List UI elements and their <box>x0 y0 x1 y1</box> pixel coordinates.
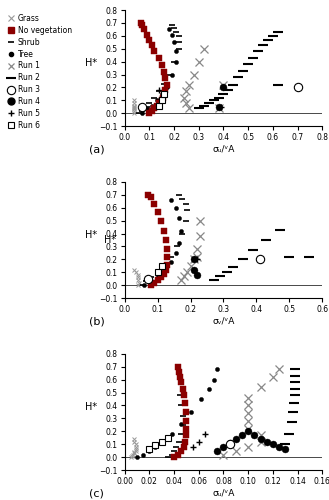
Text: (b): (b) <box>89 316 105 326</box>
Y-axis label: H*: H* <box>85 230 97 240</box>
Text: (a): (a) <box>89 144 105 154</box>
X-axis label: σᵤ/ᵛA: σᵤ/ᵛA <box>212 488 235 498</box>
X-axis label: σᵤ/ᵛA: σᵤ/ᵛA <box>212 145 235 154</box>
Y-axis label: H*: H* <box>85 58 97 68</box>
Legend: Grass, No vegetation, Shrub, Tree, Run 1, Run 2, Run 3, Run 4, Run 5, Run 6: Grass, No vegetation, Shrub, Tree, Run 1… <box>7 14 72 130</box>
Text: H*: H* <box>104 235 116 245</box>
Text: (c): (c) <box>89 488 104 498</box>
Y-axis label: H*: H* <box>85 402 97 412</box>
X-axis label: σᵥ/ᵛA: σᵥ/ᵛA <box>212 317 235 326</box>
